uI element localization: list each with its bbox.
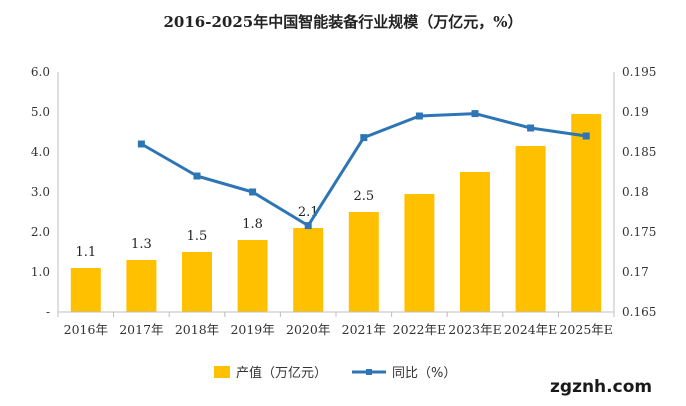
x-tick-label: 2025年E bbox=[559, 322, 612, 337]
watermark: zgznh.com bbox=[542, 370, 686, 402]
right-tick-label: 0.17 bbox=[622, 265, 649, 279]
bar-data-labels: 1.11.31.51.82.12.5 bbox=[75, 189, 374, 260]
x-tick-label: 2018年 bbox=[175, 322, 219, 337]
line-point bbox=[193, 172, 201, 180]
right-tick-label: 0.185 bbox=[622, 145, 656, 159]
left-tick-label: - bbox=[46, 305, 50, 319]
watermark-text: zgznh.com bbox=[550, 377, 652, 397]
legend-swatch-marker bbox=[366, 369, 372, 375]
bar-data-label: 1.5 bbox=[187, 229, 208, 244]
line-point bbox=[360, 134, 368, 142]
x-tick-label: 2016年 bbox=[64, 322, 108, 337]
left-tick-label: 2.0 bbox=[31, 225, 50, 239]
x-tick-label: 2022年E bbox=[393, 322, 446, 337]
chart-title: 2016-2025年中国智能装备行业规模（万亿元，%） bbox=[164, 13, 523, 31]
right-tick-label: 0.165 bbox=[622, 305, 656, 319]
x-tick-label: 2023年E bbox=[448, 322, 501, 337]
x-tick-label: 2021年 bbox=[342, 322, 386, 337]
bar-data-label: 1.1 bbox=[75, 245, 96, 260]
bar bbox=[237, 240, 268, 312]
right-tick-label: 0.18 bbox=[622, 185, 649, 199]
bar bbox=[182, 252, 212, 312]
right-axis: 0.165 0.17 0.175 0.18 0.185 0.19 0.195 bbox=[613, 65, 656, 319]
bar bbox=[571, 114, 602, 312]
left-tick-label: 6.0 bbox=[31, 65, 50, 79]
left-tick-label: 5.0 bbox=[31, 105, 50, 119]
line-point bbox=[137, 140, 145, 148]
line-point bbox=[304, 222, 312, 230]
left-tick-label: 3.0 bbox=[31, 185, 50, 199]
right-tick-label: 0.195 bbox=[622, 65, 656, 79]
x-tick-label: 2020年 bbox=[286, 322, 330, 337]
line-series bbox=[137, 110, 590, 230]
bar bbox=[515, 146, 546, 312]
left-tick-label: 4.0 bbox=[31, 145, 50, 159]
line-point bbox=[527, 124, 535, 132]
legend: 产值（万亿元） 同比（%） bbox=[214, 365, 456, 381]
x-tick-label: 2019年 bbox=[230, 322, 274, 337]
bar bbox=[460, 172, 490, 312]
right-tick-label: 0.19 bbox=[622, 105, 649, 119]
x-tick-label: 2024年E bbox=[504, 322, 557, 337]
bar bbox=[293, 228, 324, 312]
legend-label-bar: 产值（万亿元） bbox=[236, 365, 327, 381]
line-point bbox=[471, 110, 479, 118]
x-tick-label: 2017年 bbox=[119, 322, 163, 337]
line-point bbox=[415, 112, 423, 120]
line-point bbox=[249, 188, 257, 196]
bar-data-label: 2.5 bbox=[353, 189, 374, 204]
legend-label-line: 同比（%） bbox=[392, 366, 456, 381]
left-axis: - 1.0 2.0 3.0 4.0 5.0 6.0 bbox=[31, 65, 59, 319]
legend-swatch-bar bbox=[214, 366, 230, 378]
bar bbox=[70, 268, 101, 312]
x-axis: 2016年 2017年 2018年 2019年 2020年 2021年 2022年E 2023… bbox=[57, 311, 615, 337]
bar bbox=[126, 260, 157, 312]
left-tick-label: 1.0 bbox=[31, 265, 50, 279]
line-point bbox=[582, 132, 590, 140]
bar-series bbox=[70, 114, 602, 312]
right-tick-label: 0.175 bbox=[622, 225, 656, 239]
bar bbox=[404, 194, 435, 312]
bar bbox=[348, 212, 379, 312]
bar-data-label: 1.3 bbox=[131, 237, 152, 252]
bar-data-label: 1.8 bbox=[242, 217, 263, 232]
